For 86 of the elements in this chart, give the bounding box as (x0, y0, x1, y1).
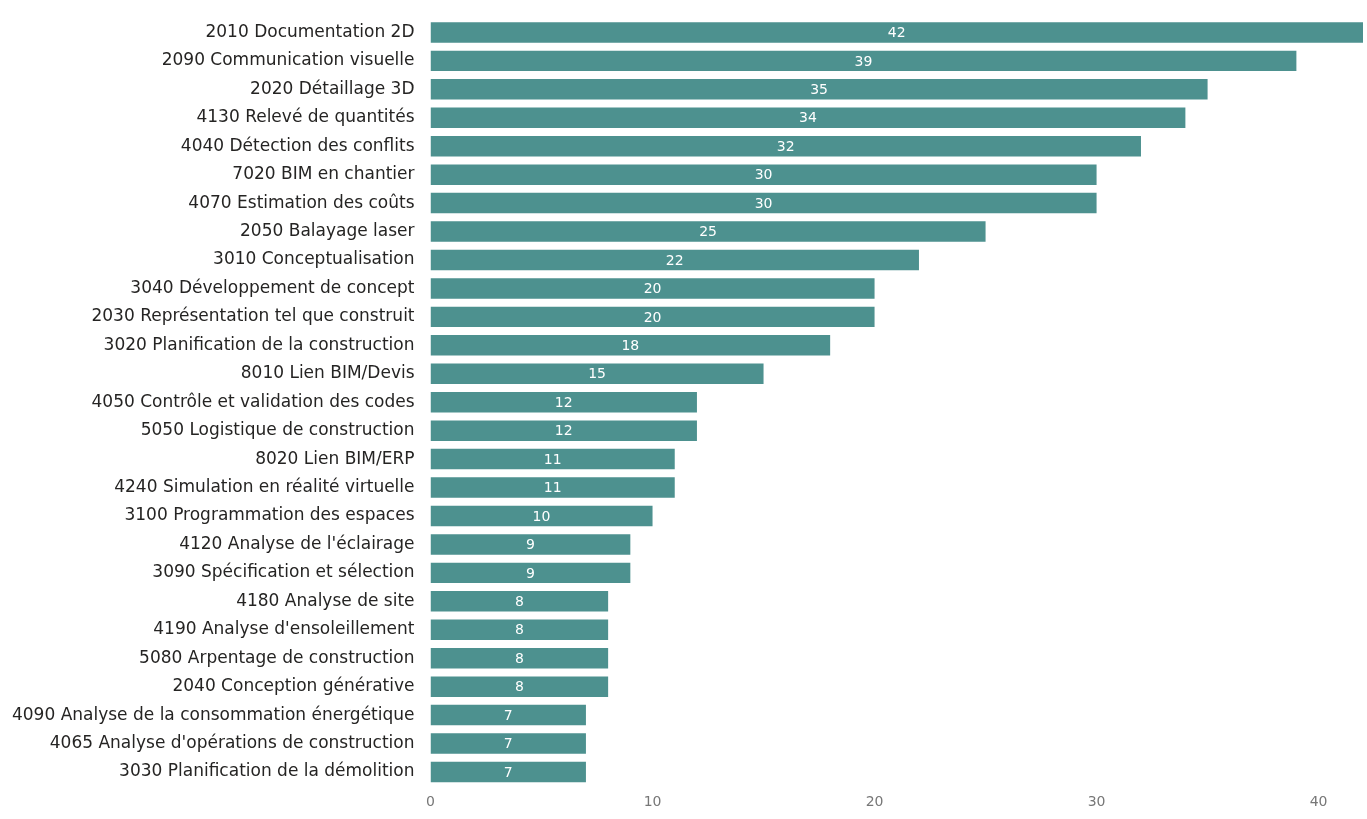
bar (430, 391, 697, 413)
data-label: 9 (525, 536, 535, 553)
bar (430, 420, 697, 441)
data-label: 7 (503, 735, 513, 752)
bar (430, 50, 1297, 72)
y-tick-label: 8010 Lien BIM/Devis (240, 362, 415, 383)
data-label: 34 (799, 109, 817, 126)
bar (430, 192, 1097, 214)
data-label: 30 (754, 194, 773, 211)
data-label: 20 (643, 308, 662, 325)
y-tick-label: 3040 Développement de concept (130, 276, 415, 297)
bar (430, 477, 675, 498)
data-label: 39 (854, 52, 873, 69)
bar (430, 704, 586, 726)
y-tick-label: 3020 Planification de la construction (103, 333, 415, 354)
y-tick-label: 2090 Communication visuelle (161, 49, 415, 70)
data-label: 12 (554, 393, 573, 410)
bar (430, 591, 609, 612)
x-tick-label: 30 (1087, 793, 1106, 810)
y-tick-label: 4050 Contrôle et validation des codes (91, 390, 415, 411)
bar (430, 733, 586, 754)
bar (430, 534, 631, 555)
y-tick-label: 3010 Conceptualisation (213, 248, 415, 269)
data-label: 10 (532, 507, 551, 524)
y-tick-label: 3090 Spécification et sélection (152, 561, 415, 582)
y-tick-label: 4190 Analyse d'ensoleillement (153, 618, 415, 639)
bar (430, 249, 919, 271)
y-tick-label: 2040 Conception générative (172, 675, 415, 696)
data-label: 7 (503, 763, 513, 780)
y-tick-label: 4040 Détection des conflits (180, 134, 415, 155)
bar (430, 676, 609, 697)
bar (430, 647, 609, 669)
y-tick-label: 5050 Logistique de construction (140, 419, 415, 440)
bar (430, 22, 1363, 43)
bar (430, 221, 986, 242)
bar (430, 164, 1097, 185)
data-label: 8 (514, 621, 524, 638)
data-label: 8 (514, 592, 524, 609)
data-label: 8 (514, 678, 524, 695)
bar (430, 79, 1208, 100)
bar (430, 363, 764, 384)
y-tick-label: 4070 Estimation des coûts (188, 191, 415, 212)
y-tick-label: 3100 Programmation des espaces (124, 504, 415, 525)
data-label: 12 (554, 422, 573, 439)
x-tick-label: 10 (643, 793, 662, 810)
y-tick-label: 4130 Relevé de quantités (196, 106, 415, 127)
data-label: 25 (699, 223, 717, 240)
y-tick-label: 4065 Analyse d'opérations de construction (49, 731, 415, 752)
data-label: 35 (810, 80, 828, 97)
x-tick-label: 0 (426, 793, 435, 810)
x-tick-label: 40 (1309, 793, 1328, 810)
data-label: 42 (887, 24, 906, 41)
bar (430, 562, 631, 584)
data-label: 22 (665, 251, 684, 268)
data-label: 9 (525, 564, 535, 581)
data-label: 32 (776, 137, 795, 154)
y-tick-label: 2050 Balayage laser (240, 219, 415, 240)
y-tick-label: 4240 Simulation en réalité virtuelle (114, 475, 415, 496)
y-tick-label: 4090 Analyse de la consommation énergétique (11, 703, 415, 724)
data-label: 15 (588, 365, 606, 382)
data-label: 18 (621, 336, 640, 353)
bar (430, 761, 586, 783)
data-label: 7 (503, 706, 513, 723)
y-tick-label: 3030 Planification de la démolition (119, 760, 415, 781)
y-tick-label: 2030 Représentation tel que construit (91, 305, 415, 326)
y-tick-label: 8020 Lien BIM/ERP (255, 447, 415, 468)
y-tick-label: 5080 Arpentage de construction (139, 646, 415, 667)
data-label: 11 (543, 479, 562, 496)
y-tick-label: 7020 BIM en chantier (232, 163, 415, 184)
data-label: 11 (543, 450, 562, 467)
y-tick-label: 2020 Détaillage 3D (250, 77, 415, 98)
bar (430, 505, 653, 527)
bar (430, 335, 831, 356)
bar (430, 135, 1141, 157)
y-tick-label: 2010 Documentation 2D (205, 20, 415, 41)
data-label: 30 (754, 166, 773, 183)
bar (430, 306, 875, 328)
bar (430, 448, 675, 470)
data-label: 8 (514, 649, 524, 666)
bar (430, 278, 875, 299)
y-tick-label: 4120 Analyse de l'éclairage (179, 532, 415, 553)
data-label: 20 (643, 280, 662, 297)
bar (430, 619, 609, 640)
x-tick-label: 20 (865, 793, 884, 810)
bar (430, 107, 1186, 128)
y-tick-label: 4180 Analyse de site (236, 589, 415, 610)
